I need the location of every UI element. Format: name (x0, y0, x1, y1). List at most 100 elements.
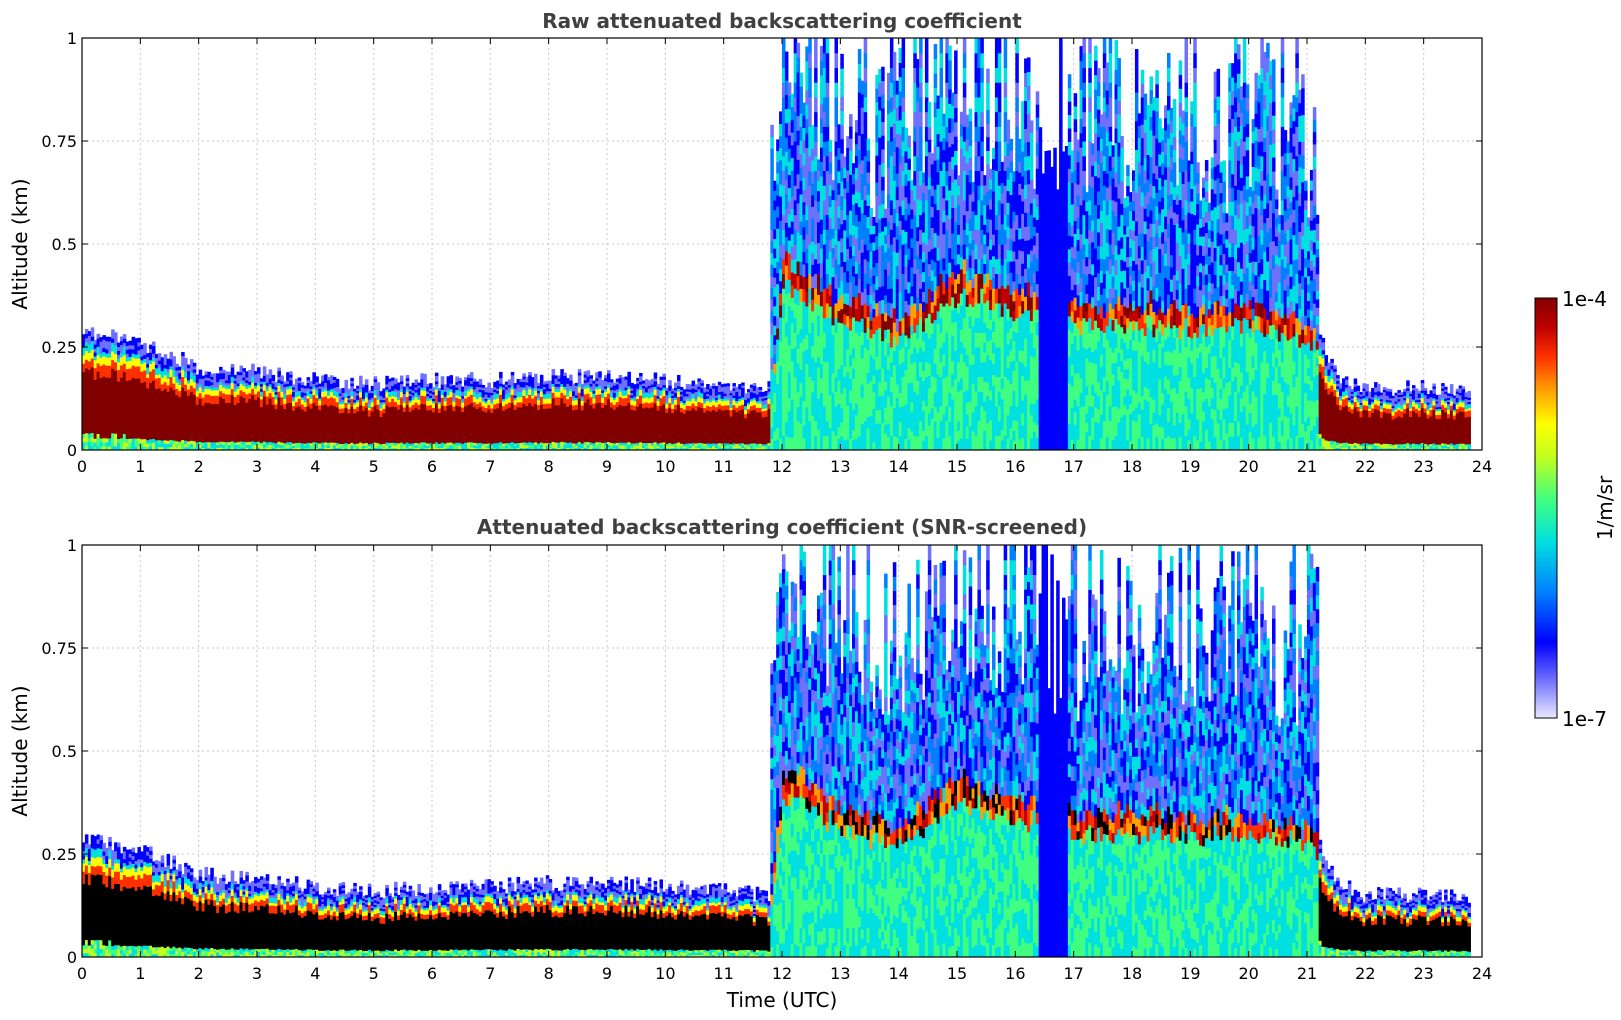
heatmap-cell (128, 418, 133, 424)
heatmap-cell (117, 357, 121, 363)
heatmap-cell (134, 430, 139, 435)
heatmap-cell (152, 372, 156, 378)
heatmap-cell (204, 435, 209, 440)
heatmap-cell (195, 401, 200, 405)
heatmap-cell (373, 376, 378, 380)
heatmap-cell (187, 416, 191, 421)
heatmap-cell (122, 421, 127, 426)
heatmap-cell (166, 407, 171, 412)
heatmap-cell (181, 408, 185, 413)
heatmap-cell (204, 399, 209, 403)
heatmap-cell (125, 419, 130, 424)
heatmap-cell (210, 373, 214, 377)
heatmap-cell (236, 419, 241, 423)
heatmap-cell (140, 363, 144, 368)
heatmap-cell (175, 363, 179, 368)
heatmap-cell (181, 387, 185, 392)
heatmap-cell (131, 340, 136, 346)
heatmap-cell (84, 415, 89, 421)
heatmap-cell (160, 357, 165, 362)
heatmap-cell (90, 414, 95, 420)
heatmap-cell (152, 391, 156, 397)
heatmap-cell (198, 438, 203, 442)
heatmap-cell (213, 403, 217, 407)
heatmap-cell (90, 358, 95, 364)
heatmap-cell (117, 384, 121, 390)
heatmap-cell (157, 425, 162, 430)
heatmap-cell (181, 369, 185, 374)
heatmap-cell (181, 432, 185, 437)
heatmap-cell (257, 382, 261, 386)
heatmap-cell (102, 417, 106, 422)
heatmap-cell (277, 367, 281, 372)
heatmap-cell (160, 436, 165, 441)
heatmap-cell (117, 350, 121, 355)
heatmap-cell (236, 413, 241, 418)
heatmap-cell (259, 409, 264, 413)
heatmap-cell (210, 436, 214, 440)
heatmap-cell (201, 402, 206, 406)
heatmap-cell (87, 416, 92, 421)
heatmap-cell (90, 331, 95, 337)
heatmap-cell (102, 408, 106, 414)
heatmap-cell (125, 341, 130, 346)
heatmap-cell (187, 434, 191, 439)
heatmap-cell (195, 439, 200, 443)
heatmap-cell (236, 410, 241, 415)
heatmap-cell (169, 425, 174, 430)
heatmap-cell (204, 416, 209, 420)
heatmap-cell (84, 424, 89, 429)
heatmap-cell (134, 406, 139, 411)
heatmap-cell (134, 382, 139, 387)
heatmap-cell (157, 360, 162, 365)
heatmap-cell (219, 393, 223, 398)
heatmap-cell (207, 371, 211, 376)
heatmap-cell (119, 409, 124, 415)
heatmap-cell (227, 447, 232, 450)
heatmap-cell (134, 378, 139, 383)
heatmap-cell (224, 396, 229, 401)
heatmap-cell (210, 419, 214, 424)
heatmap-cell (175, 413, 179, 417)
heatmap-cell (227, 436, 232, 440)
heatmap-cell (84, 380, 89, 386)
heatmap-cell (122, 400, 127, 406)
heatmap-cell (178, 405, 182, 409)
heatmap-cell (222, 404, 226, 408)
heatmap-cell (219, 441, 223, 445)
heatmap-cell (259, 416, 264, 420)
heatmap-cell (108, 425, 112, 431)
heatmap-cell (219, 366, 223, 371)
heatmap-cell (160, 430, 165, 435)
heatmap-cell (187, 379, 191, 384)
heatmap-cell (563, 372, 567, 376)
heatmap-cell (175, 431, 179, 436)
heatmap-cell (478, 378, 483, 383)
heatmap-cell (111, 432, 115, 438)
heatmap-cell (245, 435, 249, 440)
heatmap-cell (93, 410, 98, 416)
heatmap-cell (105, 409, 109, 415)
heatmap-cell (90, 419, 95, 425)
heatmap-cell (245, 444, 249, 448)
heatmap-cell (560, 369, 564, 373)
heatmap-cell (248, 438, 252, 443)
heatmap-cell (172, 439, 176, 444)
heatmap-cell (204, 447, 209, 450)
heatmap-cell (184, 397, 188, 402)
heatmap-cell (187, 407, 191, 411)
heatmap-cell (201, 444, 206, 448)
heatmap-cell (175, 422, 179, 426)
heatmap-cell (93, 340, 98, 345)
heatmap-cell (93, 344, 98, 349)
heatmap-cell (105, 445, 109, 450)
heatmap-cell (195, 377, 200, 381)
heatmap-cell (236, 416, 241, 420)
heatmap-cell (172, 403, 176, 408)
heatmap-cell (128, 422, 133, 428)
heatmap-cell (257, 438, 261, 442)
heatmap-cell (201, 381, 206, 385)
heatmap-cell (204, 410, 209, 415)
heatmap-cell (114, 445, 118, 450)
heatmap-cell (195, 423, 200, 427)
